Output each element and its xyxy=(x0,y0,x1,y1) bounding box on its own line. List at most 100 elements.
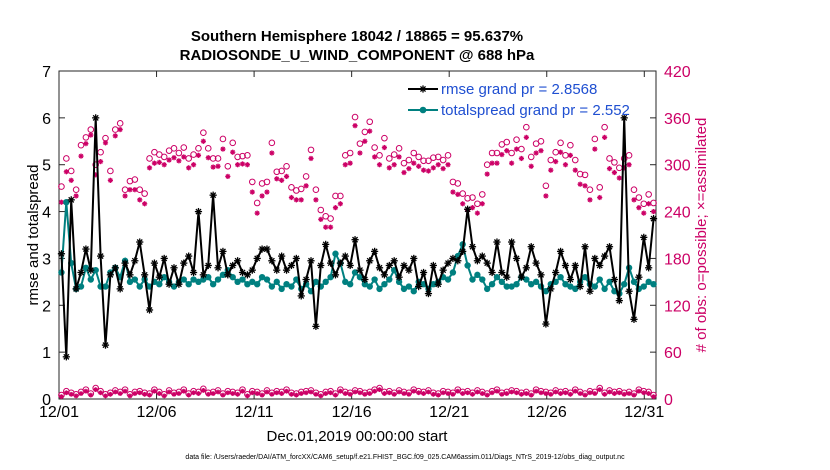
obs-assimilated-bottom-marker xyxy=(523,391,529,396)
legend-rmse-star xyxy=(419,85,427,93)
legend-rmse-marker xyxy=(419,85,427,93)
obs-assimilated-marker xyxy=(386,165,392,171)
obs-possible-marker xyxy=(591,135,599,143)
obs-assimilated-bottom-marker xyxy=(205,391,211,397)
obs-possible-marker xyxy=(523,123,530,131)
obs-assimilated-bottom-marker xyxy=(337,388,343,394)
obs-assimilated-bottom-marker xyxy=(362,391,368,397)
rmse-point xyxy=(268,257,276,265)
obs-possible-marker xyxy=(571,156,579,164)
obs-assimilated-bottom-marker xyxy=(181,388,187,394)
rmse-point xyxy=(556,247,565,255)
obs-possible-marker xyxy=(567,141,574,149)
obs-assimilated-bottom-marker xyxy=(259,392,265,398)
obs-assimilated-bottom-marker xyxy=(455,388,461,394)
rmse-point xyxy=(385,261,393,270)
left-tick-label: 2 xyxy=(42,298,51,315)
obs-possible-marker xyxy=(503,138,511,146)
totalspread-point xyxy=(131,276,139,283)
obs-assimilated-marker xyxy=(430,165,436,171)
rmse-point xyxy=(121,259,129,267)
obs-assimilated-bottom-marker xyxy=(107,391,113,397)
totalspread-point xyxy=(136,283,143,290)
obs-assimilated-bottom-marker xyxy=(470,391,475,397)
obs-assimilated-bottom-marker xyxy=(474,389,480,395)
totalspread-point xyxy=(366,283,373,290)
rmse-point xyxy=(116,285,124,293)
rmse-point xyxy=(214,264,222,272)
obs-possible-marker xyxy=(459,190,467,197)
totalspread-point xyxy=(395,278,403,286)
obs-assimilated-marker xyxy=(499,151,505,158)
obs-assimilated-marker xyxy=(122,193,128,199)
obs-assimilated-bottom-marker xyxy=(328,390,333,396)
left-tick-label: 3 xyxy=(42,251,51,268)
obs-assimilated-marker xyxy=(548,167,554,173)
obs-assimilated-marker xyxy=(631,197,637,203)
obs-possible-marker xyxy=(444,152,452,159)
rmse-point xyxy=(508,238,516,246)
rmse-point xyxy=(278,252,286,260)
plot-area xyxy=(58,70,657,400)
x-tick-label: 12/21 xyxy=(429,404,469,421)
obs-assimilated-marker xyxy=(381,144,388,151)
rmse-point xyxy=(185,252,193,260)
obs-assimilated-marker xyxy=(489,160,495,166)
obs-assimilated-bottom-marker xyxy=(494,388,500,394)
totalspread-point xyxy=(161,273,168,281)
obs-assimilated-marker xyxy=(362,138,368,144)
obs-assimilated-bottom-marker xyxy=(435,392,441,398)
obs-assimilated-marker xyxy=(577,181,583,187)
obs-assimilated-marker xyxy=(376,162,383,168)
rmse-point xyxy=(87,266,95,274)
obs-assimilated-marker xyxy=(450,189,456,195)
obs-assimilated-bottom-marker xyxy=(122,388,128,394)
obs-assimilated-bottom-marker xyxy=(63,390,69,396)
totalspread-point xyxy=(449,269,457,276)
totalspread-point xyxy=(410,288,417,295)
totalspread-point xyxy=(102,283,109,290)
right-tick-label: 420 xyxy=(664,64,691,81)
rmse-point xyxy=(576,282,584,291)
obs-assimilated-bottom-marker xyxy=(196,391,201,396)
obs-possible-marker xyxy=(297,185,305,193)
obs-assimilated-marker xyxy=(567,152,573,158)
obs-assimilated-marker xyxy=(63,169,69,175)
right-tick-label: 180 xyxy=(664,251,691,268)
obs-assimilated-bottom-marker xyxy=(597,387,603,393)
obs-assimilated-marker xyxy=(264,189,270,195)
obs-assimilated-bottom-marker xyxy=(377,387,382,393)
obs-assimilated-marker xyxy=(332,205,339,211)
rmse-point xyxy=(67,196,75,204)
totalspread-point xyxy=(464,262,471,269)
obs-possible-marker xyxy=(351,113,359,121)
obs-possible-marker xyxy=(439,156,447,164)
obs-assimilated-marker xyxy=(195,152,202,158)
obs-assimilated-marker xyxy=(572,167,578,173)
obs-assimilated-bottom-marker xyxy=(641,390,647,396)
totalspread-point xyxy=(596,276,603,283)
obs-assimilated-bottom-marker xyxy=(323,391,329,396)
totalspread-point xyxy=(249,278,256,286)
obs-assimilated-bottom-marker xyxy=(235,391,241,397)
rmse-point xyxy=(493,238,501,246)
totalspread-point xyxy=(562,281,569,288)
totalspread-point xyxy=(195,278,202,286)
obs-assimilated-marker xyxy=(186,165,192,171)
obs-possible-marker xyxy=(239,152,246,160)
obs-assimilated-bottom-marker xyxy=(342,391,348,396)
rmse-point xyxy=(326,259,335,267)
obs-assimilated-marker xyxy=(323,224,329,230)
totalspread-point xyxy=(581,273,589,281)
totalspread-point xyxy=(508,283,515,290)
obs-assimilated-marker xyxy=(215,163,221,169)
obs-assimilated-bottom-marker xyxy=(357,390,363,396)
obs-assimilated-bottom-marker xyxy=(396,389,402,395)
obs-assimilated-bottom-marker xyxy=(161,393,167,399)
obs-assimilated-marker xyxy=(396,154,402,160)
totalspread-point xyxy=(528,281,535,288)
rmse-point xyxy=(488,268,496,277)
obs-possible-marker xyxy=(263,178,271,186)
obs-assimilated-bottom-marker xyxy=(577,391,583,396)
right-tick-label: 120 xyxy=(664,298,691,315)
